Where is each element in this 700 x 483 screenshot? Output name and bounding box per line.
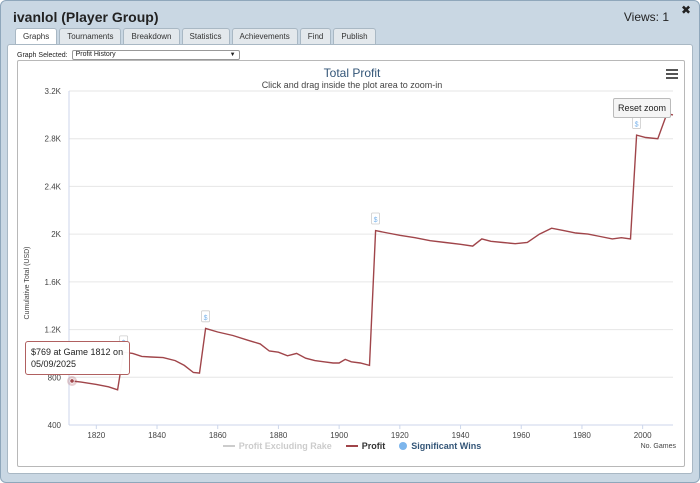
close-icon[interactable]: ✖ <box>680 3 691 17</box>
x-tick-label: 2000 <box>634 431 652 440</box>
legend-label: Profit <box>361 441 386 451</box>
graph-select-label: Graph Selected: <box>17 51 68 59</box>
chart-container[interactable]: Total Profit Click and drag inside the p… <box>17 60 685 467</box>
svg-text:$: $ <box>204 315 208 322</box>
y-tick-label: 1.2K <box>45 326 62 335</box>
legend-line-icon <box>345 445 358 447</box>
graph-select-dropdown[interactable]: Profit History ▼ <box>71 50 240 60</box>
chevron-down-icon: ▼ <box>229 52 236 58</box>
y-tick-label: 400 <box>48 421 62 430</box>
x-tick-label: 1960 <box>512 431 530 440</box>
legend-item-significant-wins[interactable]: Significant Wins <box>399 441 481 451</box>
chart-legend: Profit Excluding Rake Profit Significant… <box>18 441 686 451</box>
x-tick-label: 1820 <box>87 431 105 440</box>
window-title: ivanlol (Player Group) <box>13 9 159 25</box>
tab-publish[interactable]: Publish <box>333 28 376 44</box>
x-tick-label: 1920 <box>391 431 409 440</box>
significant-win-marker[interactable]: $ <box>371 212 380 225</box>
legend-label: Profit Excluding Rake <box>238 441 332 451</box>
x-tick-label: 1940 <box>452 431 470 440</box>
x-tick-label: 1840 <box>148 431 166 440</box>
y-tick-label: 1.6K <box>45 278 62 287</box>
x-tick-label: 1900 <box>330 431 348 440</box>
profit-series-line <box>71 112 674 391</box>
x-tick-label: 1860 <box>209 431 227 440</box>
reset-zoom-button[interactable]: Reset zoom <box>613 98 671 118</box>
graphs-panel: Graph Selected: Profit History ▼ Total P… <box>7 44 693 474</box>
tab-bar: Graphs Tournaments Breakdown Statistics … <box>15 28 376 45</box>
svg-text:$: $ <box>635 122 639 129</box>
profit-chart[interactable]: 400 800 1.2K 1.6K 2K 2.4K 2.8K 3.2K 1820 1840 1860… <box>18 61 686 468</box>
significant-win-marker[interactable]: $ <box>201 310 210 323</box>
tab-tournaments[interactable]: Tournaments <box>59 28 122 44</box>
graph-select-value: Profit History <box>75 51 116 58</box>
graph-select-row: Graph Selected: Profit History ▼ <box>17 50 240 60</box>
chart-subtitle: Click and drag inside the plot area to z… <box>261 80 443 90</box>
legend-line-icon <box>222 445 235 447</box>
tab-graphs[interactable]: Graphs <box>15 28 58 45</box>
tab-breakdown[interactable]: Breakdown <box>123 28 180 44</box>
hamburger-menu-icon[interactable] <box>666 69 678 79</box>
legend-label: Significant Wins <box>411 441 482 451</box>
chart-tooltip: $769 at Game 1812 on 05/09/2025 <box>25 341 130 375</box>
x-axis-label: No. Games <box>640 443 676 450</box>
x-tick-label: 1980 <box>573 431 591 440</box>
chart-title: Total Profit <box>323 66 381 80</box>
svg-text:$: $ <box>374 217 378 224</box>
y-tick-label: 800 <box>48 373 62 382</box>
y-tick-label: 2.8K <box>45 135 62 144</box>
legend-item-profit[interactable]: Profit <box>345 441 386 451</box>
y-tick-label: 2K <box>51 230 61 239</box>
legend-item-profit-excluding-rake[interactable]: Profit Excluding Rake <box>222 441 332 451</box>
tab-achievements[interactable]: Achievements <box>231 28 298 44</box>
tooltip-line-2: 05/09/2025 <box>31 359 77 369</box>
tab-statistics[interactable]: Statistics <box>181 28 230 44</box>
y-axis-label: Cumulative Total (USD) <box>24 246 31 319</box>
y-tick-label: 2.4K <box>45 182 62 191</box>
significant-win-marker[interactable]: $ <box>632 117 641 129</box>
y-tick-label: 3.2K <box>45 87 62 96</box>
hover-point[interactable] <box>69 378 75 384</box>
legend-dot-icon <box>399 442 408 450</box>
x-tick-label: 1880 <box>270 431 288 440</box>
tooltip-line-1: $769 at Game 1812 on <box>31 347 124 357</box>
tab-find[interactable]: Find <box>299 28 332 44</box>
views-count: Views: 1 <box>623 10 669 24</box>
